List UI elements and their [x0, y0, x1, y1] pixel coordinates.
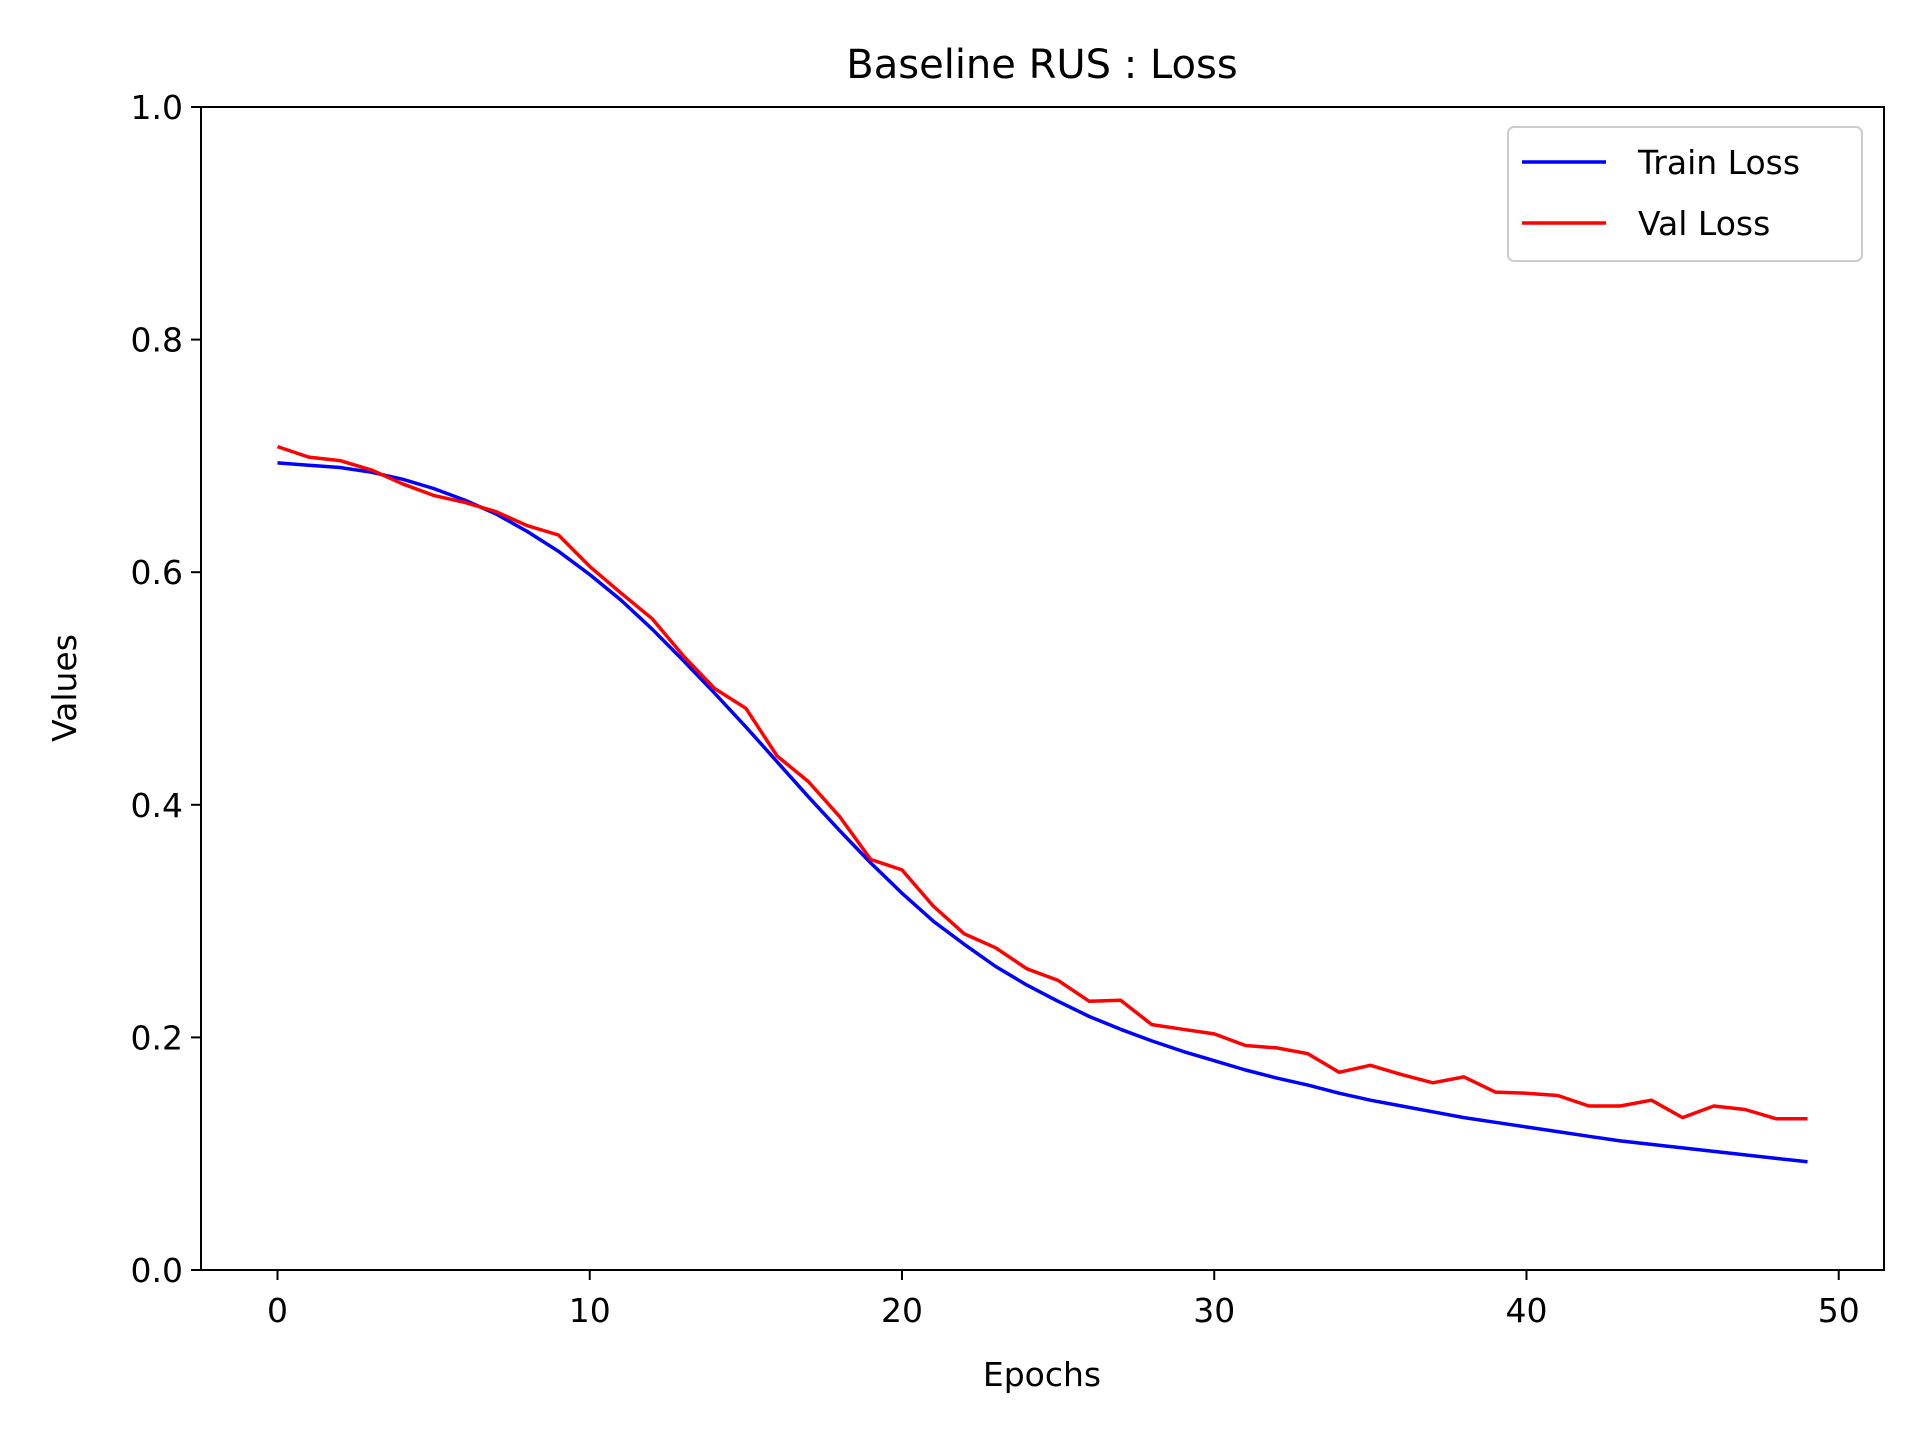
plot-frame	[200, 106, 1885, 1271]
legend-label: Train Loss	[1637, 143, 1800, 182]
y-tick-label: 1.0	[131, 88, 183, 127]
legend: Train Loss Val Loss	[1507, 126, 1863, 262]
series-line-train-loss	[277, 461, 1808, 1164]
x-tick-label: 10	[569, 1291, 611, 1330]
y-tick-label: 0.4	[131, 786, 183, 825]
x-tick-label: 30	[1193, 1291, 1235, 1330]
y-tick-label: 0.2	[131, 1018, 183, 1057]
y-tick-label: 0.6	[131, 553, 183, 592]
y-tick-label: 0.8	[131, 321, 183, 360]
y-axis-label: Values	[45, 634, 84, 742]
chart-title: Baseline RUS : Loss	[846, 42, 1237, 88]
x-axis-label: Epochs	[983, 1355, 1101, 1394]
x-tick-label: 50	[1818, 1291, 1860, 1330]
series-layer	[276, 444, 1808, 1164]
legend-label: Val Loss	[1638, 204, 1770, 243]
y-axis: 0.0 0.2 0.4 0.6 0.8 1.0	[131, 88, 201, 1290]
x-axis: 0 10 20 30 40 50	[267, 1270, 1860, 1330]
series-line-val-loss	[276, 444, 1808, 1121]
y-tick-label: 0.0	[131, 1251, 183, 1290]
x-tick-label: 20	[881, 1291, 923, 1330]
x-tick-label: 40	[1505, 1291, 1547, 1330]
legend-entries: Train Loss Val Loss	[1522, 143, 1800, 243]
plot-area	[200, 106, 1885, 1271]
x-tick-label: 0	[267, 1291, 288, 1330]
